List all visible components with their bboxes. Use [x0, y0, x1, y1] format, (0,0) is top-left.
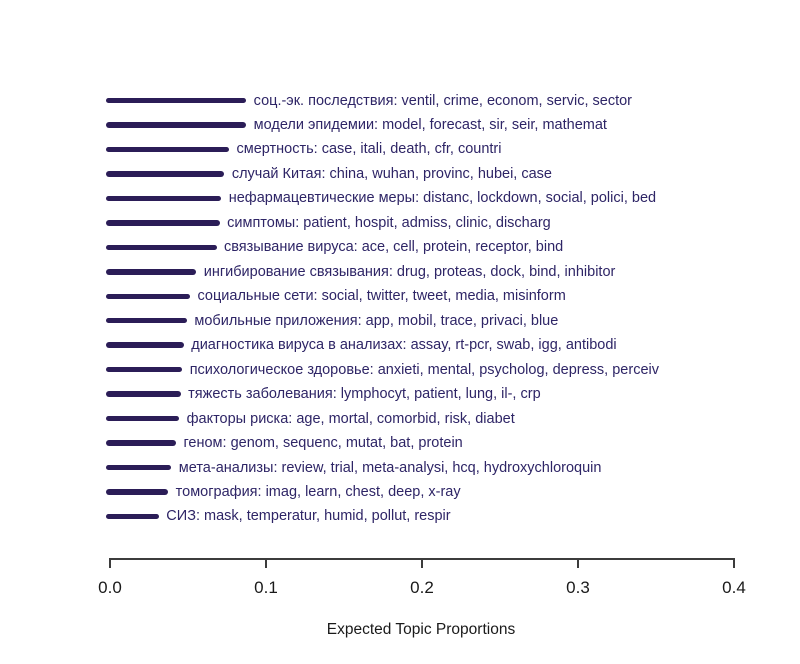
topic-label: тяжесть заболевания: lymphocyt, patient,… [188, 386, 541, 403]
topic-segment [106, 489, 169, 495]
topic-segment [106, 244, 217, 251]
topic-label: случай Китая: china, wuhan, provinc, hub… [231, 165, 552, 182]
x-axis-tick-label: 0.3 [566, 578, 590, 597]
topic-segment [106, 342, 184, 348]
topic-label: факторы риска: age, mortal, comorbid, ri… [186, 410, 515, 427]
topic-segment [106, 122, 247, 128]
x-axis-tick [733, 559, 735, 568]
topic-segment [106, 146, 229, 153]
x-axis-line [109, 558, 735, 560]
topic-segment [106, 220, 220, 226]
x-axis-tick [109, 559, 111, 568]
topic-segment [106, 391, 181, 397]
topic-label: модели эпидемии: model, forecast, sir, s… [253, 116, 607, 133]
x-axis-tick-label: 0.1 [254, 578, 278, 597]
x-axis-title: Expected Topic Proportions [326, 621, 516, 638]
topic-label: СИЗ: mask, temperatur, humid, pollut, re… [166, 508, 451, 525]
x-axis-tick [265, 559, 267, 568]
topic-label: ингибирование связывания: drug, proteas,… [203, 263, 616, 280]
x-axis-tick [577, 559, 579, 568]
x-axis-tick-label: 0.0 [98, 578, 122, 597]
topic-segment [106, 464, 172, 471]
topic-label: социальные сети: social, twitter, tweet,… [197, 288, 566, 305]
topic-label: диагностика вируса в анализах: assay, rt… [191, 337, 617, 354]
topic-segment [106, 195, 222, 202]
topic-segment [106, 97, 247, 104]
x-axis-tick-label: 0.2 [410, 578, 434, 597]
topic-label: нефармацевтические меры: distanc, lockdo… [228, 190, 657, 207]
topic-label: геном: genom, sequenc, mutat, bat, prote… [183, 435, 463, 452]
topic-segment [106, 171, 225, 177]
topic-label: связывание вируса: ace, cell, protein, r… [224, 239, 564, 256]
topic-segment [106, 513, 159, 520]
topic-label: мета-анализы: review, trial, meta-analys… [178, 459, 602, 476]
topic-label: мобильные приложения: app, mobil, trace,… [194, 312, 559, 329]
x-axis-tick [421, 559, 423, 568]
topic-segment [106, 440, 176, 446]
x-axis-tick-label: 0.4 [722, 578, 746, 597]
topic-label: симптомы: patient, hospit, admiss, clini… [227, 214, 551, 231]
topic-segment [106, 269, 197, 275]
topic-segment [106, 317, 187, 324]
topic-segment [106, 293, 190, 299]
topic-label: соц.-эк. последствия: ventil, crime, eco… [253, 92, 632, 109]
topic-segment [106, 366, 183, 373]
topic-label: смертность: case, itali, death, cfr, cou… [236, 141, 502, 158]
topic-label: психологическое здоровье: anxieti, menta… [189, 361, 659, 378]
topic-label: томография: imag, learn, chest, deep, x-… [175, 484, 461, 501]
topic-segment [106, 415, 180, 422]
